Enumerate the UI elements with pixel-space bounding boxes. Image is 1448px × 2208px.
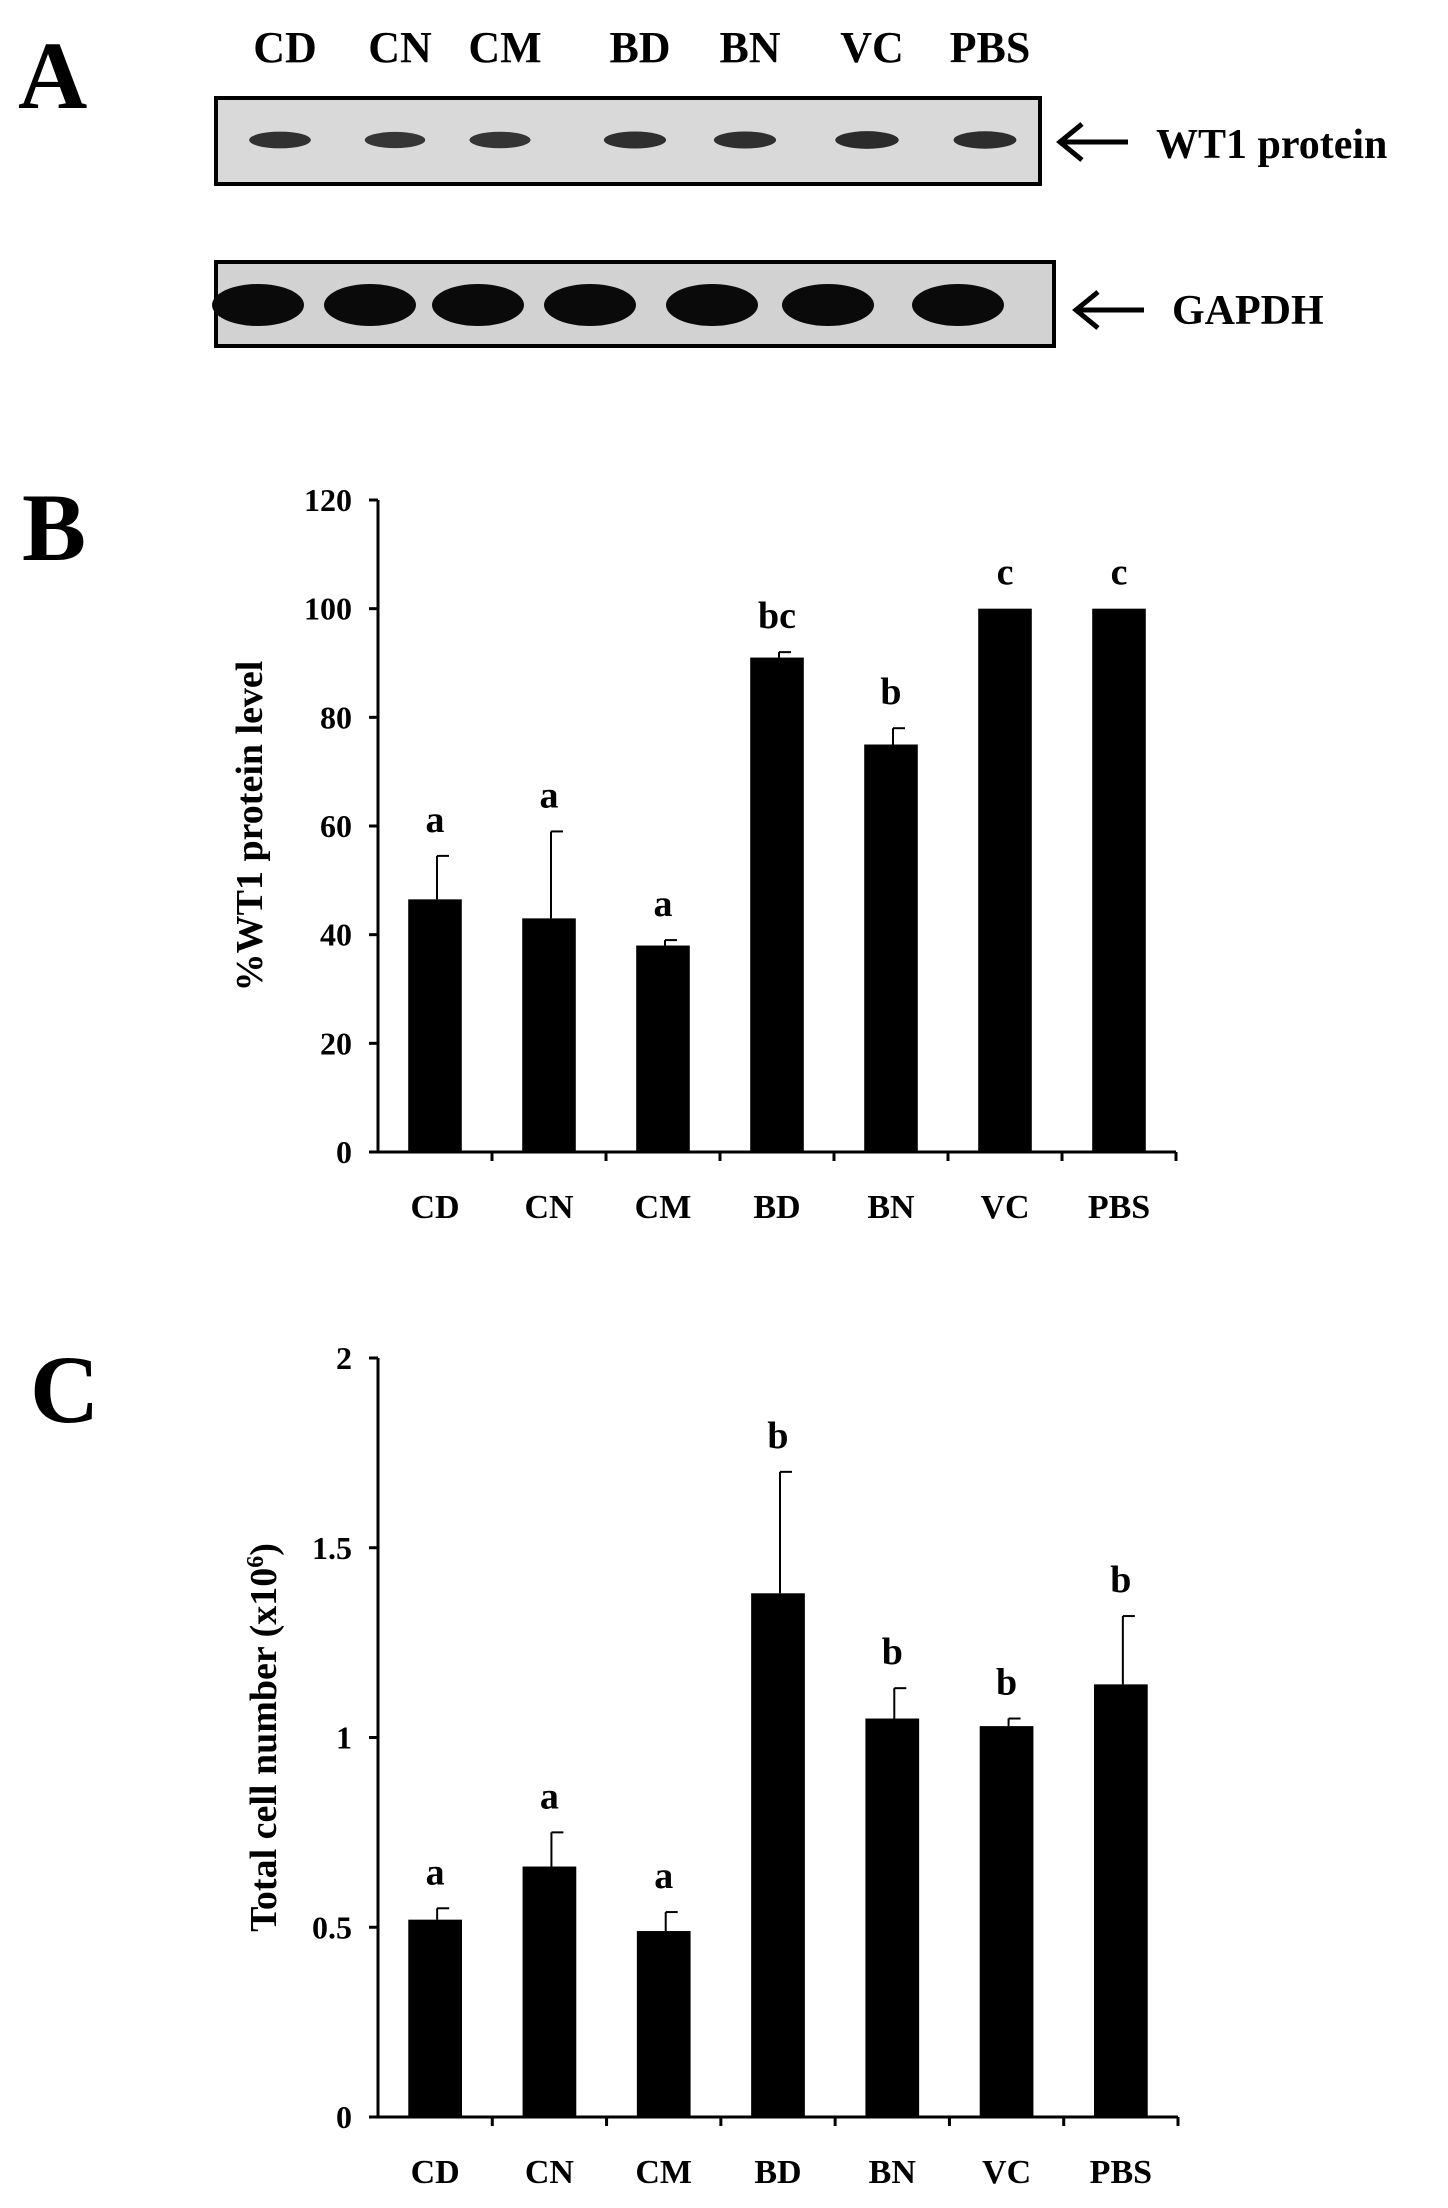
panel-a-letter: A (18, 22, 87, 129)
category-label-cd: CD (410, 1189, 459, 1226)
wt1-bands (249, 131, 1017, 149)
wt1-band-vc (835, 131, 899, 149)
significance-label-pbs: b (1110, 1559, 1131, 1601)
bar-cd (408, 1919, 462, 2117)
y-axis-title-suffix: ) (243, 1543, 285, 1556)
chart-c: 0 0.5 1 1.5 2 a CD a CN a CM b BD b BN b VC b PBS Total cel… (243, 1340, 1180, 2191)
category-label-cm: CM (635, 2154, 692, 2191)
category-label-bn: BN (869, 2154, 917, 2191)
significance-label-cn: a (540, 1775, 559, 1817)
bar-pbs (1094, 1684, 1148, 2117)
y-tick-label: 0 (336, 2099, 352, 2135)
bar-cm (636, 1931, 691, 2117)
gapdh-band-cd (212, 284, 304, 326)
gapdh-band-vc (782, 284, 874, 326)
wt1-band-bd (603, 131, 667, 149)
significance-label-cm: a (654, 883, 673, 925)
significance-label-bd: bc (758, 595, 796, 637)
gapdh-band-cm (432, 284, 524, 326)
bar-vc (979, 1726, 1034, 2117)
gapdh-band-bd (544, 284, 636, 326)
y-tick-label: 1 (336, 1720, 352, 1756)
bar-bn (864, 744, 918, 1152)
chart-b: 0 20 40 60 80 100 120 a CD a CN a CM bc BD b BN c VC c PBS %W… (229, 482, 1178, 1226)
category-label-pbs: PBS (1088, 1189, 1150, 1226)
panel-b-letter: B (22, 474, 86, 581)
lane-label-bn: BN (719, 23, 780, 72)
wt1-band-pbs (953, 131, 1017, 149)
y-tick-label: 20 (320, 1025, 352, 1061)
bar-bn (865, 1718, 920, 2117)
significance-label-cm: a (654, 1855, 673, 1897)
significance-label-cd: a (426, 1851, 445, 1893)
gapdh-arrow-icon (1072, 290, 1144, 330)
y-tick-label: 1.5 (312, 1530, 352, 1566)
y-tick-label: 120 (304, 482, 352, 518)
wt1-blot-label: WT1 protein (1156, 122, 1387, 168)
gapdh-blot-label: GAPDH (1172, 288, 1324, 334)
wt1-band-cm (469, 131, 531, 149)
wt1-band-bn (713, 131, 777, 149)
significance-label-bn: b (882, 1631, 903, 1673)
bar-bd (750, 657, 804, 1152)
y-tick-label: 80 (320, 699, 352, 735)
significance-label-vc: b (996, 1662, 1017, 1704)
bar-pbs (1092, 608, 1146, 1152)
bar-cd (408, 899, 462, 1152)
significance-label-bn: b (880, 671, 901, 713)
y-tick-label: 0 (336, 1134, 352, 1170)
bar-bd (751, 1593, 805, 2117)
significance-label-cd: a (426, 799, 445, 841)
y-tick-label: 100 (304, 591, 352, 627)
bar-cn (522, 1866, 577, 2117)
lane-label-cm: CM (468, 23, 541, 72)
y-tick-label: 40 (320, 917, 352, 953)
wt1-band-cn (364, 131, 426, 149)
panel-c-letter: C (30, 1336, 99, 1443)
y-axis-title: Total cell number (x106) (243, 1543, 285, 1932)
bar-vc (978, 608, 1032, 1152)
significance-label-pbs: c (1111, 552, 1128, 594)
significance-label-bd: b (767, 1415, 788, 1457)
wt1-arrow-icon (1056, 122, 1128, 162)
category-label-bn: BN (867, 1189, 915, 1226)
y-tick-label: 0.5 (312, 1909, 352, 1945)
category-label-bd: BD (753, 1189, 800, 1226)
lane-label-vc: VC (840, 23, 904, 72)
category-label-bd: BD (754, 2154, 801, 2191)
gapdh-band-pbs (912, 284, 1004, 326)
y-axis-title-superscript: 6 (243, 1556, 269, 1568)
lane-labels: CD CN CM BD BN VC PBS (253, 23, 1030, 72)
category-label-cn: CN (525, 2154, 575, 2191)
category-label-cn: CN (524, 1189, 574, 1226)
lane-label-cn: CN (368, 23, 432, 72)
gapdh-band-cn (324, 284, 416, 326)
category-label-vc: VC (982, 2154, 1031, 2191)
y-tick-label: 2 (336, 1340, 352, 1376)
lane-label-cd: CD (253, 23, 317, 72)
category-label-pbs: PBS (1090, 2154, 1152, 2191)
lane-label-bd: BD (609, 23, 670, 72)
category-label-cm: CM (635, 1189, 692, 1226)
gapdh-band-bn (666, 284, 758, 326)
wt1-band-cd (249, 131, 311, 149)
category-label-cd: CD (411, 2154, 460, 2191)
y-axis-title: %WT1 protein level (229, 661, 271, 992)
category-label-vc: VC (980, 1189, 1029, 1226)
y-tick-label: 60 (320, 808, 352, 844)
bar-cm (636, 945, 690, 1152)
gapdh-bands (212, 284, 1004, 326)
significance-label-cn: a (540, 774, 559, 816)
bar-cn (522, 918, 576, 1152)
significance-label-vc: c (997, 552, 1014, 594)
lane-label-pbs: PBS (950, 23, 1031, 72)
